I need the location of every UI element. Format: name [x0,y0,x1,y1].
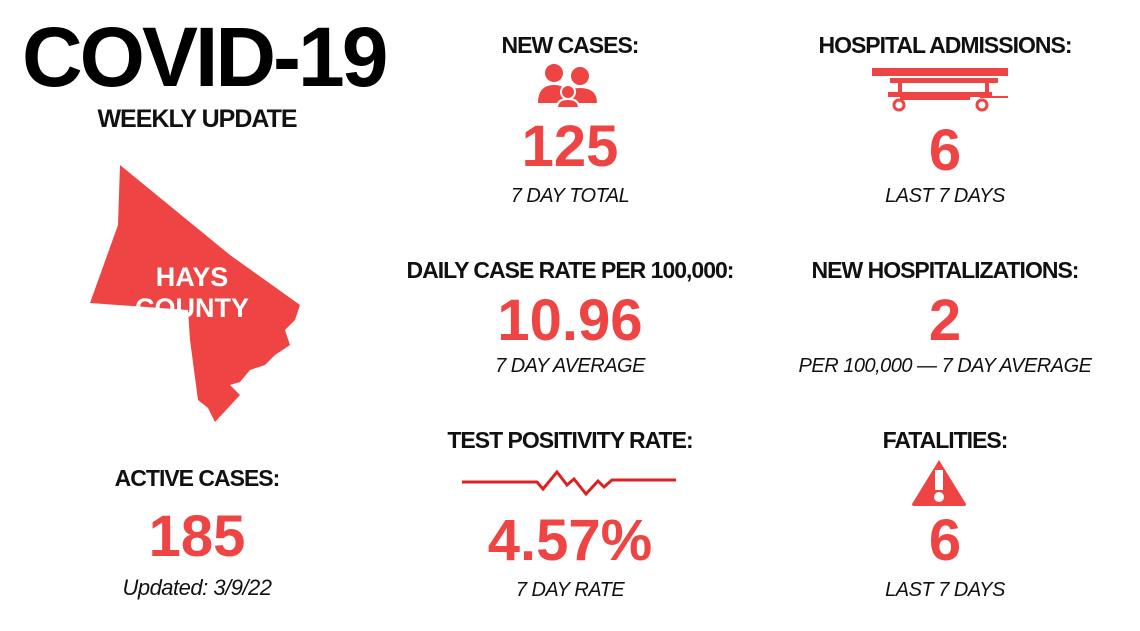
new-hospitalizations-value: 2 [928,288,962,353]
warning-icon [912,460,966,506]
county-label: HAYS COUNTY [135,262,249,323]
test-positivity-value: 4.57% [487,508,653,573]
pulse-line-icon [462,469,676,497]
active-cases-value: 185 [148,504,246,569]
county-map [90,165,300,422]
new-cases-value: 125 [521,114,619,179]
fatalities-label: FATALITIES: [882,427,1009,453]
page-title: COVID-19 [22,10,388,104]
new-hospitalizations-label: NEW HOSPITALIZATIONS: [811,257,1080,283]
hospital-admissions-label: HOSPITAL ADMISSIONS: [818,32,1072,58]
daily-case-rate-note: 7 DAY AVERAGE [495,355,645,377]
daily-case-rate-value: 10.96 [497,288,643,353]
subtitle: WEEKLY UPDATE [97,105,297,133]
test-positivity-note: 7 DAY RATE [515,579,625,601]
active-cases-label: ACTIVE CASES: [114,465,281,491]
updated-date: Updated: 3/9/22 [122,575,272,600]
fatalities-value: 6 [928,508,962,573]
hospital-admissions-note: LAST 7 DAYS [885,185,1005,207]
people-icon [538,64,597,108]
new-hospitalizations-note: PER 100,000 — 7 DAY AVERAGE [798,355,1092,377]
hospital-bed-icon [872,68,1008,112]
hospital-admissions-value: 6 [928,118,962,183]
daily-case-rate-label: DAILY CASE RATE PER 100,000: [406,257,735,283]
new-cases-label: NEW CASES: [501,32,640,58]
new-cases-note: 7 DAY TOTAL [510,185,630,207]
fatalities-note: LAST 7 DAYS [885,579,1005,601]
test-positivity-label: TEST POSITIVITY RATE: [447,427,693,453]
